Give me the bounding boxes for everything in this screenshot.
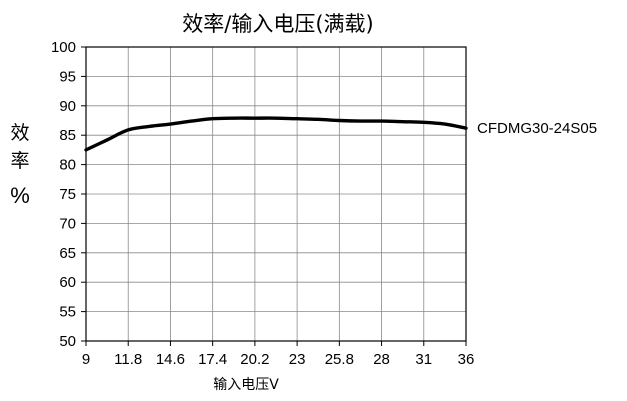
y-axis-label-char-1: 效 (10, 122, 29, 144)
x-tick-label: 23 (289, 351, 306, 368)
x-tick-label: 36 (458, 351, 475, 368)
x-tick-label: 31 (415, 351, 432, 368)
grid (86, 47, 466, 341)
series-line (84, 116, 468, 152)
y-tick-label: 75 (59, 186, 76, 203)
y-tick-label: 60 (59, 274, 76, 291)
y-axis: 50 55 60 65 70 75 80 85 90 95 100 (51, 39, 86, 350)
x-axis-label: 输入电压V (213, 377, 279, 393)
x-tick-label: 14.6 (156, 351, 185, 368)
y-axis-label-percent: % (10, 183, 30, 208)
y-tick-label: 65 (59, 245, 76, 262)
y-tick-label: 95 (59, 68, 76, 85)
chart-title: 效率/输入电压(满载) (182, 12, 373, 36)
y-tick-label: 50 (59, 333, 76, 350)
y-axis-label-char-2: 率 (10, 150, 29, 172)
x-axis: 9 11.8 14.6 17.4 20.2 23 25.8 28 31 36 (82, 341, 475, 368)
y-tick-label: 90 (59, 98, 76, 115)
series-label: CFDMG30-24S05 (477, 120, 597, 137)
x-tick-label: 11.8 (114, 351, 142, 368)
y-tick-label: 70 (59, 215, 76, 232)
x-tick-label: 17.4 (198, 351, 227, 368)
x-tick-label: 28 (373, 351, 390, 368)
series-layer (84, 116, 468, 152)
plot-frame (85, 46, 467, 342)
x-tick-label: 9 (82, 351, 90, 368)
x-tick-label: 25.8 (325, 351, 354, 368)
x-tick-label: 20.2 (240, 351, 269, 368)
y-tick-label: 55 (59, 304, 76, 321)
y-tick-label: 80 (59, 157, 76, 174)
y-tick-label: 85 (59, 127, 76, 144)
y-tick-label: 100 (51, 39, 76, 56)
